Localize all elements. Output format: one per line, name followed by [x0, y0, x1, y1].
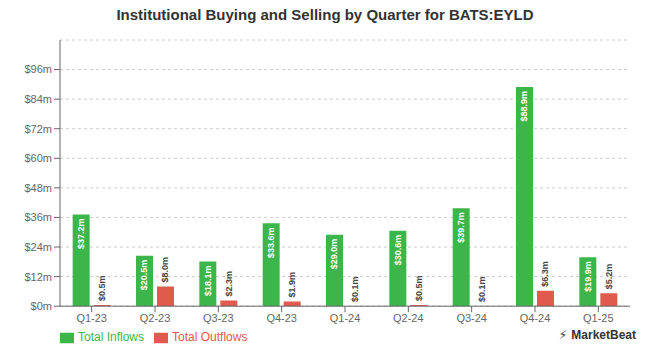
svg-text:Q4-24: Q4-24	[520, 312, 551, 324]
svg-text:Q2-24: Q2-24	[393, 312, 424, 324]
svg-text:$8.0m: $8.0m	[161, 257, 171, 283]
svg-text:Q3-24: Q3-24	[456, 312, 487, 324]
svg-text:Q1-25: Q1-25	[583, 312, 614, 324]
svg-text:$96m: $96m	[24, 63, 52, 75]
svg-text:$48m: $48m	[24, 182, 52, 194]
svg-text:Q1-24: Q1-24	[330, 312, 361, 324]
svg-text:$18.1m: $18.1m	[203, 266, 213, 297]
svg-text:$0.5m: $0.5m	[414, 275, 424, 301]
html-text:⚡ MarketBeat: ⚡ MarketBeat	[558, 328, 636, 342]
svg-text:$36m: $36m	[24, 211, 52, 223]
svg-text:$12m: $12m	[24, 271, 52, 283]
svg-text:Q3-23: Q3-23	[203, 312, 234, 324]
svg-text:$0.1m: $0.1m	[477, 276, 487, 302]
svg-text:$39.7m: $39.7m	[456, 212, 466, 243]
svg-text:$6.3m: $6.3m	[541, 261, 551, 287]
svg-text:$72m: $72m	[24, 123, 52, 135]
html-text:Institutional Buying and Selli: Institutional Buying and Selling by Quar…	[116, 6, 534, 23]
svg-text:$29.0m: $29.0m	[330, 239, 340, 270]
svg-text:$5.2m: $5.2m	[604, 264, 614, 290]
svg-text:$30.6m: $30.6m	[393, 235, 403, 266]
html-text:Total Outflows: Total Outflows	[172, 330, 248, 345]
svg-text:$24m: $24m	[24, 241, 52, 253]
svg-text:$1.9m: $1.9m	[287, 272, 297, 298]
svg-text:Q1-23: Q1-23	[76, 312, 107, 324]
svg-text:$2.3m: $2.3m	[224, 271, 234, 297]
svg-text:$0.1m: $0.1m	[351, 276, 361, 302]
svg-text:Q2-23: Q2-23	[140, 312, 171, 324]
svg-text:$20.5m: $20.5m	[140, 260, 150, 291]
svg-text:$19.9m: $19.9m	[583, 261, 593, 292]
svg-text:$0.5m: $0.5m	[97, 275, 107, 301]
svg-text:Q4-23: Q4-23	[266, 312, 297, 324]
svg-text:$33.6m: $33.6m	[266, 227, 276, 258]
svg-text:$60m: $60m	[24, 152, 52, 164]
svg-text:$88.9m: $88.9m	[520, 91, 530, 122]
svg-text:$84m: $84m	[24, 93, 52, 105]
svg-text:$0m: $0m	[31, 300, 52, 312]
svg-text:$37.2m: $37.2m	[76, 218, 86, 249]
html-text:Total Inflows: Total Inflows	[78, 330, 144, 345]
